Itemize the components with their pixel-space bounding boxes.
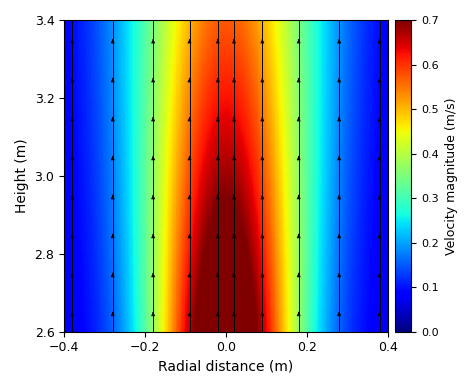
Y-axis label: Height (m): Height (m) (15, 138, 29, 213)
Y-axis label: Velocity magnitude (m/s): Velocity magnitude (m/s) (446, 97, 458, 255)
X-axis label: Radial distance (m): Radial distance (m) (159, 360, 294, 374)
